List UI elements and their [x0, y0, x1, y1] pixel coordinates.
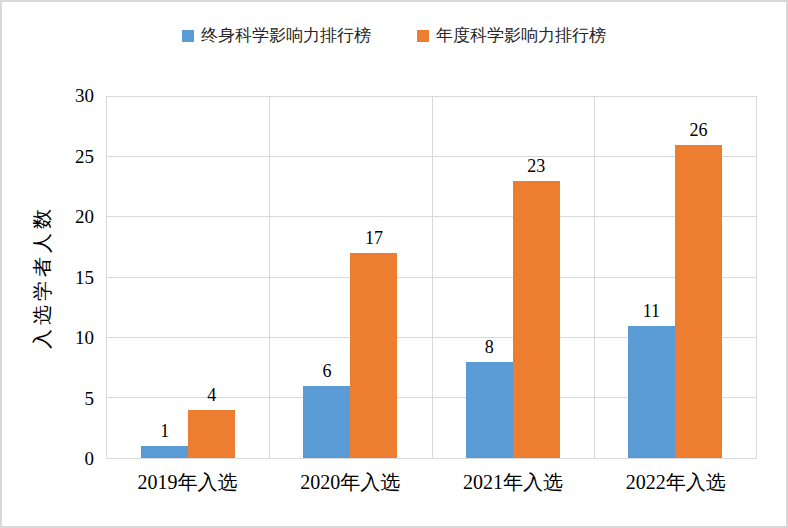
x-axis-label: 2021年入选 [432, 469, 595, 495]
bar-series-2-category-2: 17 [350, 253, 397, 458]
y-tick-label: 30 [75, 85, 94, 107]
y-tick-label: 20 [75, 206, 94, 228]
legend-item-lifetime-ranking: 终身科学影响力排行榜 [182, 24, 371, 47]
y-tick-label: 10 [75, 327, 94, 349]
x-axis-label: 2020年入选 [269, 469, 432, 495]
bar-series-1-category-3: 8 [466, 362, 513, 458]
x-axis-label: 2019年入选 [106, 469, 269, 495]
bar-data-label: 8 [485, 336, 494, 358]
bar-data-label: 1 [160, 420, 169, 442]
bar-data-label: 4 [207, 384, 216, 406]
legend-swatch-blue-icon [182, 30, 194, 42]
y-axis-ticks: 051015202530 [2, 96, 94, 459]
legend-label-annual-ranking: 年度科学影响力排行榜 [436, 24, 606, 47]
bar-series-2-category-3: 23 [513, 181, 560, 458]
bar-data-label: 6 [322, 360, 331, 382]
bar-group: 823 [432, 97, 594, 458]
legend-item-annual-ranking: 年度科学影响力排行榜 [417, 24, 606, 47]
x-axis-labels: 2019年入选2020年入选2021年入选2022年入选 [106, 469, 757, 495]
plot-area: 146178231126 [106, 96, 757, 459]
bar-group: 1126 [594, 97, 756, 458]
legend: 终身科学影响力排行榜 年度科学影响力排行榜 [2, 24, 786, 47]
y-tick-label: 0 [85, 448, 95, 470]
x-axis-label: 2022年入选 [594, 469, 757, 495]
bar-series-2-category-4: 26 [675, 145, 722, 458]
bar-data-label: 23 [527, 155, 545, 177]
bar-data-label: 11 [643, 300, 660, 322]
bar-group: 14 [107, 97, 269, 458]
legend-swatch-orange-icon [417, 30, 429, 42]
y-tick-label: 15 [75, 267, 94, 289]
y-tick-label: 25 [75, 146, 94, 168]
bar-series-1-category-2: 6 [303, 386, 350, 458]
bar-group: 617 [269, 97, 431, 458]
bar-series-2-category-1: 4 [188, 410, 235, 458]
y-tick-label: 5 [85, 388, 95, 410]
bar-data-label: 17 [365, 227, 383, 249]
legend-label-lifetime-ranking: 终身科学影响力排行榜 [201, 24, 371, 47]
chart-frame: 终身科学影响力排行榜 年度科学影响力排行榜 入选学者人数 05101520253… [0, 0, 788, 528]
bar-data-label: 26 [689, 119, 707, 141]
bar-series-1-category-1: 1 [141, 446, 188, 458]
bar-series-1-category-4: 11 [628, 326, 675, 458]
